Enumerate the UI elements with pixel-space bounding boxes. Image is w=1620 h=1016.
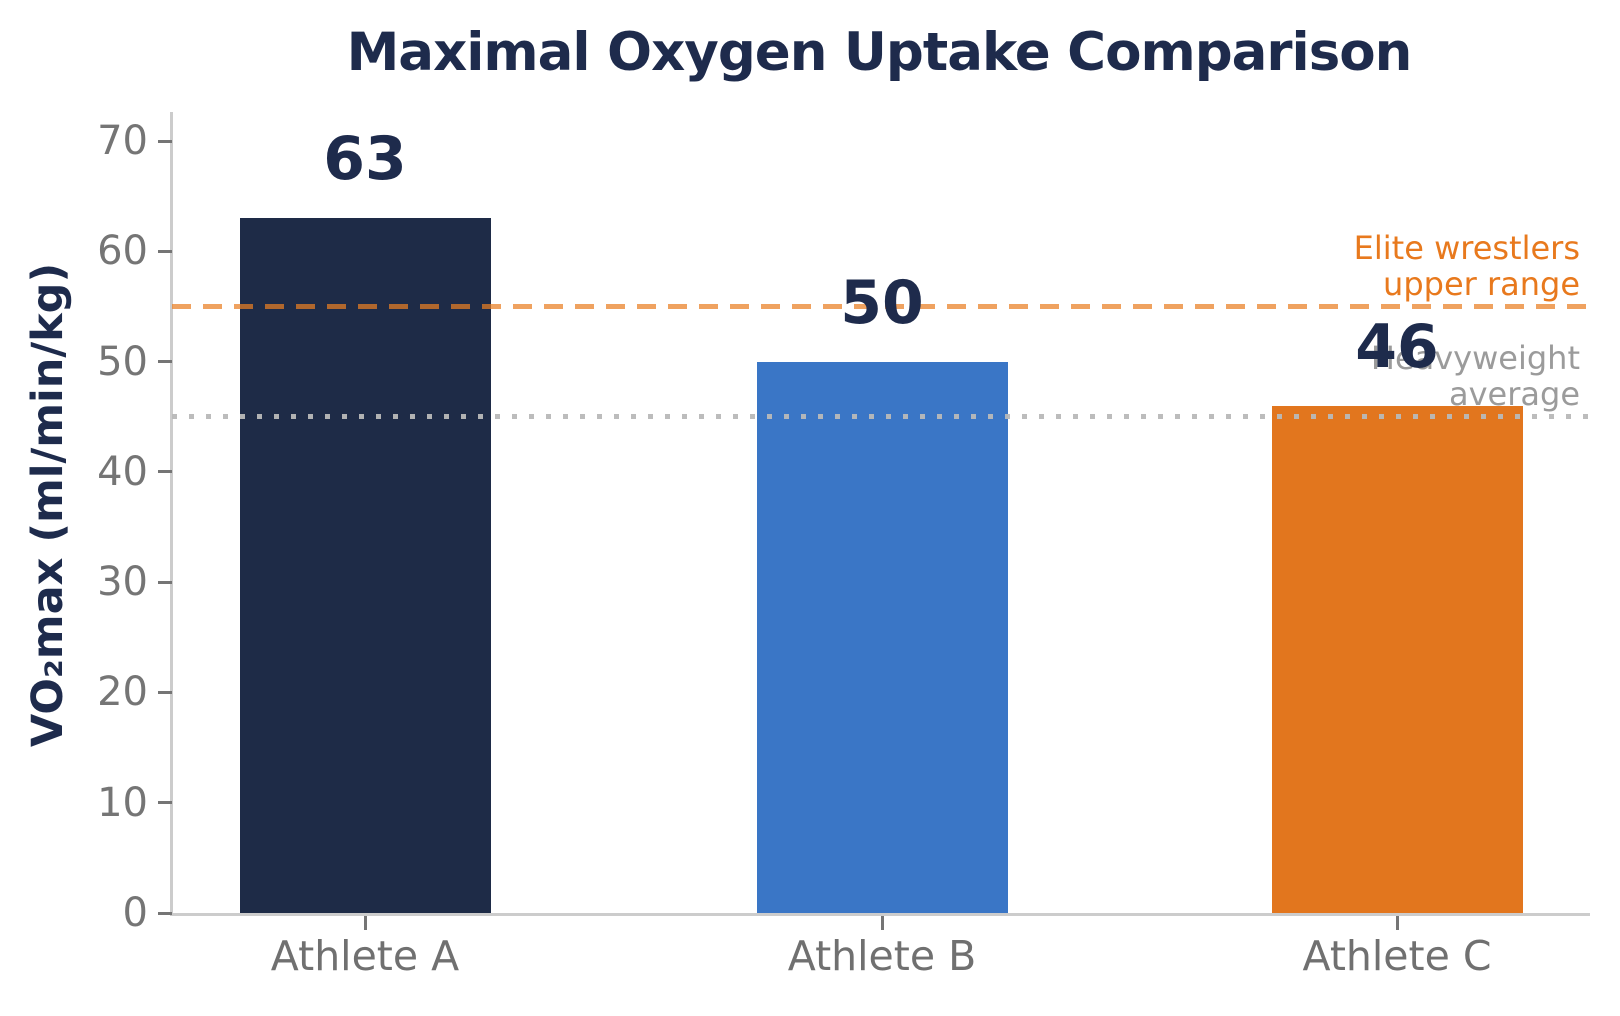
y-tick-mark — [158, 911, 172, 915]
bar-athlete-c — [1271, 405, 1523, 913]
x-tick-mark — [1395, 916, 1399, 930]
x-axis-category-label: Athlete A — [270, 932, 460, 980]
y-tick-label: 70 — [97, 118, 148, 164]
y-tick-label: 0 — [122, 890, 148, 936]
y-tick-label: 50 — [97, 338, 148, 385]
bar-value-label: 46 — [1355, 311, 1439, 382]
x-axis-category-label: Athlete B — [787, 932, 977, 980]
reference-line-dashed — [172, 303, 1590, 309]
reference-line-label-line: upper range — [1383, 264, 1580, 303]
y-tick-label: 30 — [97, 559, 148, 606]
reference-line-label-line: Elite wrestlers — [1353, 228, 1580, 267]
y-tick-label: 20 — [97, 669, 148, 716]
x-tick-mark — [880, 916, 884, 930]
y-tick-mark — [158, 139, 172, 143]
x-tick-mark — [363, 916, 367, 930]
bar-value-label: 50 — [840, 267, 924, 338]
y-tick-label: 60 — [97, 228, 148, 275]
x-axis-line — [170, 913, 1590, 916]
bar-value-label: 63 — [323, 124, 407, 195]
x-axis-category-label: Athlete C — [1302, 932, 1492, 980]
y-tick-mark — [158, 249, 172, 253]
chart-title: Maximal Oxygen Uptake Comparison — [346, 22, 1413, 83]
y-axis-title: VO₂max (ml/min/kg) — [23, 262, 73, 748]
reference-line-dotted — [172, 414, 1590, 420]
bar-athlete-b — [756, 361, 1008, 913]
y-tick-mark — [158, 580, 172, 584]
y-axis-line — [170, 112, 173, 916]
y-tick-mark — [158, 360, 172, 364]
reference-line-label: Heavyweight average — [960, 340, 1580, 412]
y-tick-label: 10 — [97, 779, 148, 826]
y-tick-mark — [158, 690, 172, 694]
y-tick-mark — [158, 470, 172, 474]
reference-line-label: Elite wrestlers upper range — [960, 230, 1580, 302]
bar-athlete-a — [239, 218, 491, 913]
y-tick-mark — [158, 801, 172, 805]
reference-line-label-line: average — [1449, 375, 1580, 414]
y-tick-label: 40 — [97, 448, 148, 495]
reference-line-label-line: Heavyweight — [1370, 339, 1580, 378]
